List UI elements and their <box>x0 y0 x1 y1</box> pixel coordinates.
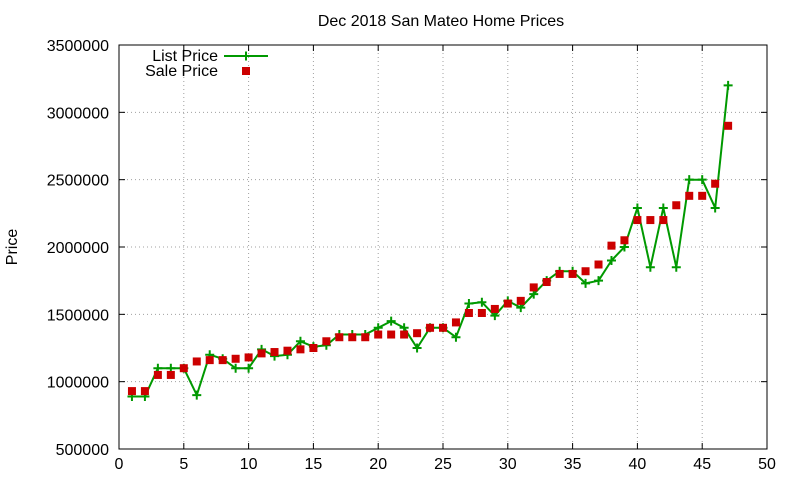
list-price-point <box>451 332 461 342</box>
legend-marker-list-price <box>241 51 251 61</box>
sale-price-point <box>542 278 551 287</box>
sale-price-point <box>400 330 409 339</box>
list-price-point <box>671 262 681 272</box>
x-tick-label: 50 <box>758 456 776 473</box>
series-line-list-price <box>132 85 730 398</box>
sale-price-point <box>439 323 447 332</box>
legend-label-list-price: List Price <box>152 48 218 65</box>
y-tick-label: 3500000 <box>47 38 109 55</box>
sale-price-point <box>387 330 396 339</box>
y-tick-label: 2000000 <box>47 240 109 257</box>
sale-price-point <box>153 370 162 379</box>
sale-price-point <box>205 356 214 365</box>
sale-price-point <box>620 236 629 245</box>
list-price-point <box>697 175 707 185</box>
sale-price-point <box>257 349 266 358</box>
sale-price-point <box>490 304 499 313</box>
list-price-point <box>295 336 305 346</box>
sale-price-point <box>296 345 305 354</box>
series-layer <box>127 80 733 401</box>
sale-price-point <box>426 323 435 332</box>
sale-price-point <box>516 296 525 305</box>
list-price-point <box>412 343 422 353</box>
list-price-point <box>464 299 474 309</box>
sale-price-point <box>672 201 681 210</box>
list-price-point <box>386 316 396 326</box>
list-price-point <box>192 390 202 400</box>
sale-price-point <box>659 216 668 225</box>
y-tick-label: 1000000 <box>47 375 109 392</box>
list-price-point <box>645 262 655 272</box>
x-tick-label: 35 <box>564 456 582 473</box>
x-tick-label: 15 <box>305 456 323 473</box>
sale-price-point <box>166 370 175 379</box>
x-tick-label: 45 <box>693 456 711 473</box>
sale-price-point <box>529 283 538 292</box>
sale-price-point <box>179 364 188 373</box>
sale-price-point <box>192 357 201 366</box>
sale-price-point <box>477 308 486 317</box>
grid <box>119 45 767 449</box>
sale-price-point <box>724 121 733 130</box>
x-tick-label: 5 <box>179 456 188 473</box>
sale-price-point <box>322 337 331 346</box>
legend-marker-sale-price <box>242 67 250 75</box>
sale-price-point <box>607 241 616 250</box>
sale-price-point <box>361 333 370 342</box>
sale-price-point <box>711 179 720 188</box>
sale-price-point <box>140 387 149 396</box>
list-price-point <box>594 276 604 286</box>
y-tick-label: 3000000 <box>47 105 109 122</box>
list-price-point <box>477 297 487 307</box>
x-tick-label: 0 <box>115 456 124 473</box>
list-price-point <box>606 255 616 265</box>
sale-price-point <box>464 308 473 317</box>
list-price-point <box>723 80 733 90</box>
list-price-point <box>710 203 720 213</box>
sale-price-point <box>698 191 707 200</box>
sale-price-point <box>309 344 318 352</box>
sale-price-point <box>685 191 694 200</box>
sale-price-point <box>374 330 383 339</box>
legend-label-sale-price: Sale Price <box>145 63 218 80</box>
list-price-point <box>658 203 668 213</box>
list-price-point <box>581 278 591 288</box>
sale-price-point <box>270 348 279 357</box>
sale-price-point <box>646 216 655 225</box>
sale-price-point <box>283 346 292 355</box>
sale-price-point <box>503 299 512 308</box>
list-price-point <box>244 363 254 373</box>
y-tick-label: 1500000 <box>47 307 109 324</box>
y-axis-label: Price <box>4 229 21 266</box>
x-tick-label: 10 <box>240 456 258 473</box>
x-tick-label: 40 <box>629 456 647 473</box>
y-tick-label: 2500000 <box>47 173 109 190</box>
list-price-point <box>231 363 241 373</box>
sale-price-point <box>633 216 642 225</box>
sale-price-point <box>348 333 357 342</box>
list-price-point <box>632 203 642 213</box>
sale-price-point <box>451 318 460 327</box>
sale-price-point <box>581 267 590 276</box>
axis-ticks: 0 5 10 15 20 25 30 35 40 45 50 500000 1000000 1500000… <box>47 38 776 473</box>
y-tick-label: 500000 <box>56 442 109 459</box>
x-tick-label: 30 <box>499 456 517 473</box>
sale-price-point <box>555 269 564 278</box>
sale-price-point <box>218 356 227 365</box>
list-price-point <box>684 175 694 185</box>
x-tick-label: 25 <box>434 456 452 473</box>
sale-price-point <box>594 260 603 269</box>
sale-price-point <box>244 353 253 362</box>
sale-price-point <box>568 269 577 278</box>
legend: List Price Sale Price <box>145 48 268 80</box>
sale-price-point <box>413 329 422 338</box>
sale-price-point <box>127 387 136 396</box>
sale-price-point <box>335 333 344 342</box>
chart-title: Dec 2018 San Mateo Home Prices <box>318 13 564 30</box>
sale-price-point <box>231 354 240 363</box>
x-tick-label: 20 <box>369 456 387 473</box>
